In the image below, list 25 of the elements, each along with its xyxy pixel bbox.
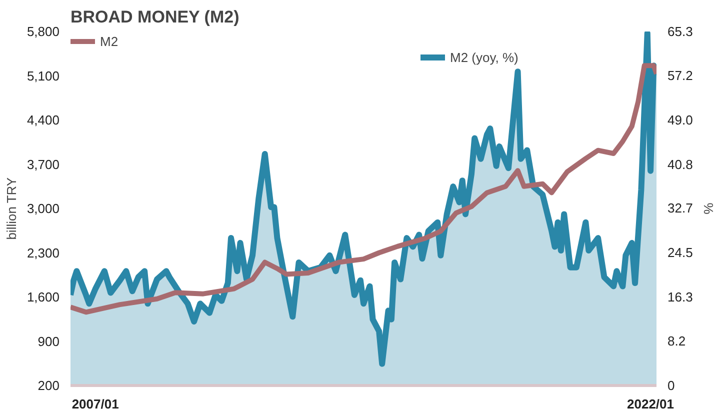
y-tick-label: 200 (38, 378, 60, 393)
y-tick-label: 3,000 (26, 201, 60, 216)
y-tick-label: 2,300 (26, 245, 60, 260)
y-tick-label: 900 (38, 334, 60, 349)
y2-tick-label: 24.5 (668, 245, 693, 260)
x-tick-label: 2007/01 (72, 396, 119, 412)
y2-tick-label: 57.2 (668, 68, 693, 83)
y-tick-label: 5,800 (26, 24, 60, 39)
y2-axis-title: % (700, 202, 716, 215)
y2-tick-label: 40.8 (668, 156, 693, 172)
y2-tick-label: 32.7 (668, 200, 693, 216)
legend-label: M2 (100, 34, 120, 48)
y2-tick-label: 8.2 (668, 334, 686, 349)
y2-tick-label: 0 (668, 378, 675, 393)
chart-title: BROAD MONEY (M2) (70, 8, 240, 26)
y-tick-label: 1,600 (26, 290, 60, 304)
x-tick-label: 2022/01 (627, 396, 674, 412)
y2-tick-label: 65.3 (668, 24, 693, 39)
y2-tick-label: 49.0 (668, 112, 693, 128)
y-tick-label: 4,400 (26, 112, 60, 128)
legend-label: M2 (yoy, %) (450, 50, 518, 64)
y-tick-label: 3,700 (26, 156, 60, 172)
y-tick-label: 5,100 (26, 68, 60, 84)
y-axis-title: billion TRY (4, 177, 19, 240)
y2-tick-label: 16.3 (668, 290, 693, 305)
